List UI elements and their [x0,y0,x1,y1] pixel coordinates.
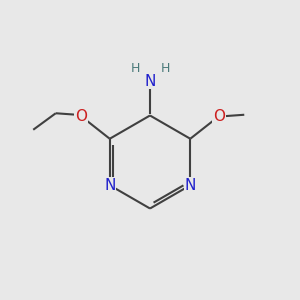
Text: H: H [130,62,140,75]
Text: N: N [104,178,116,193]
Text: O: O [75,109,87,124]
Text: O: O [213,109,225,124]
Text: N: N [184,178,196,193]
Text: H: H [160,62,170,75]
Text: N: N [144,74,156,88]
